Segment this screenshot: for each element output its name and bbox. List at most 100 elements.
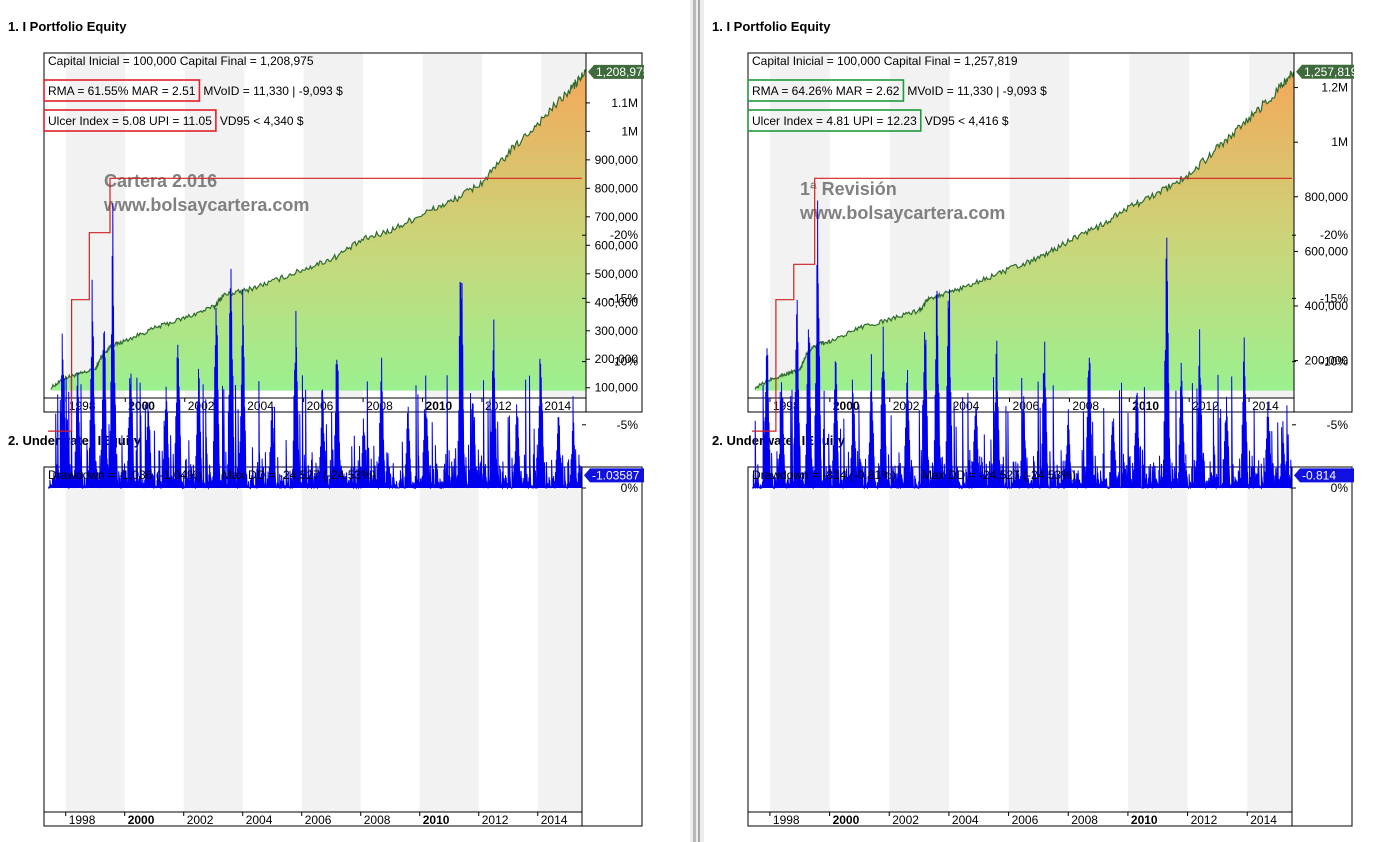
year-band xyxy=(419,468,479,812)
y-tick-label: 100,000 xyxy=(595,381,639,395)
last-drawdown-label: -0.814 xyxy=(1302,468,1336,482)
vd95-stats: VD95 < 4,416 $ xyxy=(925,114,1009,128)
watermark-url: www.bolsaycartera.com xyxy=(799,203,1005,223)
y-tick-label: -10% xyxy=(1320,355,1348,369)
year-band xyxy=(301,468,361,812)
y-tick-label: 400,000 xyxy=(595,295,639,309)
chart-pane-left: 1. I Portfolio Equity 100,000 200,000 300,… xyxy=(0,0,690,842)
last-drawdown-label: -1.03587 xyxy=(592,468,640,482)
x-tick-label: 2000 xyxy=(128,813,155,827)
x-tick-label: 2010 xyxy=(1132,399,1159,413)
y-tick-label: -5% xyxy=(617,418,639,432)
x-tick-label: 2004 xyxy=(247,399,274,413)
rma-mar-stats: RMA = 61.55% MAR = 2.51 xyxy=(48,84,196,98)
rma-mar-stats: RMA = 64.26% MAR = 2.62 xyxy=(752,84,900,98)
last-value-label: 1,257,819 xyxy=(1304,65,1358,79)
year-band xyxy=(65,54,126,398)
x-tick-label: 2012 xyxy=(1191,813,1218,827)
year-band xyxy=(1008,468,1069,812)
y-tick-label: 1.2M xyxy=(1321,81,1348,95)
x-tick-label: 2004 xyxy=(953,399,980,413)
x-tick-label: 1998 xyxy=(69,813,96,827)
capital-stats: Capital Inicial = 100,000 Capital Final … xyxy=(48,54,314,68)
y-tick-label: -5% xyxy=(1327,418,1349,432)
y-tick-label: -15% xyxy=(1320,291,1348,305)
watermark-title: Cartera 2.016 xyxy=(104,171,217,191)
year-band xyxy=(537,468,582,812)
x-tick-label: 2014 xyxy=(544,399,571,413)
x-tick-label: 2012 xyxy=(482,813,509,827)
x-tick-label: 2002 xyxy=(187,813,214,827)
x-tick-label: 2008 xyxy=(1072,399,1099,413)
capital-stats: Capital Inicial = 100,000 Capital Final … xyxy=(752,54,1018,68)
y-tick-label: -20% xyxy=(1320,228,1348,242)
equity-line xyxy=(754,70,1295,390)
year-band xyxy=(769,54,830,398)
y-tick-label: 400,000 xyxy=(1305,299,1349,313)
rma-highlight-box xyxy=(43,79,201,102)
last-drawdown-marker xyxy=(584,468,644,483)
x-tick-label: 2008 xyxy=(364,813,391,827)
y-tick-label: 900,000 xyxy=(595,153,639,167)
y-tick-label: 1M xyxy=(1331,135,1348,149)
equity-chart[interactable]: 100,000 200,000 300,000 400,000 500,000 600,0… xyxy=(0,0,690,420)
underwater-chart[interactable]: 0% -5% -10% -15% -20% 1998 2000 2002 2004 2006 200… xyxy=(704,0,1398,842)
underwater-section-title: 2. Underwater IEquity xyxy=(8,433,141,448)
drawdown-current: Drawdown = -814 (-0.81%) xyxy=(752,468,896,482)
x-tick-label: 2004 xyxy=(246,813,273,827)
x-tick-label: 1998 xyxy=(773,813,800,827)
y-tick-label: -10% xyxy=(610,355,638,369)
y-tick-label: 600,000 xyxy=(595,238,639,252)
equity-section-title: 1. I Portfolio Equity xyxy=(712,19,831,34)
last-value-marker xyxy=(1296,64,1354,79)
underwater-chart[interactable]: 0% -5% -10% -15% -20% 1998 2000 2002 2004 2006 200… xyxy=(0,0,690,842)
watermark-url: www.bolsaycartera.com xyxy=(103,195,309,215)
y-tick-label: 0% xyxy=(1331,481,1349,495)
x-tick-label: 2002 xyxy=(188,399,215,413)
x-tick-label: 2006 xyxy=(307,399,334,413)
year-band xyxy=(1247,468,1292,812)
x-tick-label: 2014 xyxy=(1250,813,1277,827)
x-tick-label: 2006 xyxy=(305,813,332,827)
y-tick-label: 600,000 xyxy=(1305,244,1349,258)
y-tick-label: 300,000 xyxy=(595,324,639,338)
max-drawdown-line xyxy=(48,177,582,432)
mvoid-stats: MVoID = 11,330 | -9,093 $ xyxy=(203,84,343,98)
pane-splitter[interactable] xyxy=(690,0,704,842)
drawdown-max: Max DD = -24,527 (-24.53%) xyxy=(922,468,1076,482)
x-tick-label: 2010 xyxy=(1131,813,1158,827)
ulcer-highlight-box xyxy=(747,109,922,132)
drawdown-max: Max DD = -24,527 (-24.53%) xyxy=(222,468,376,482)
y-tick-label: 200,000 xyxy=(1305,354,1349,368)
x-tick-label: 2004 xyxy=(952,813,979,827)
x-tick-label: 2010 xyxy=(423,813,450,827)
drawdown-current: Drawdown = -1,036 (-1.04%) xyxy=(48,468,202,482)
equity-area xyxy=(754,70,1294,391)
x-tick-label: 2012 xyxy=(485,399,512,413)
y-tick-label: 800,000 xyxy=(1305,190,1349,204)
ulcer-highlight-box xyxy=(43,109,217,132)
x-tick-label: 2008 xyxy=(366,399,393,413)
x-tick-label: 2014 xyxy=(1252,399,1279,413)
max-drawdown-line xyxy=(752,177,1292,432)
underwater-section-title: 2. Underwater IEquity xyxy=(712,433,845,448)
underwater-line xyxy=(48,203,583,490)
watermark-title: 1ª Revisión xyxy=(800,179,897,199)
vd95-stats: VD95 < 4,340 $ xyxy=(220,114,304,128)
x-tick-label: 1998 xyxy=(69,399,96,413)
ulcer-stats: Ulcer Index = 4.81 UPI = 12.23 xyxy=(752,114,917,128)
y-tick-label: 500,000 xyxy=(595,267,639,281)
year-band xyxy=(769,468,830,812)
y-tick-label: 1.1M xyxy=(611,96,638,110)
x-tick-label: 2000 xyxy=(128,399,155,413)
mvoid-stats: MVoID = 11,330 | -9,093 $ xyxy=(907,84,1047,98)
x-tick-label: 2006 xyxy=(1013,399,1040,413)
equity-section-title: 1. I Portfolio Equity xyxy=(8,19,127,34)
underwater-line xyxy=(752,200,1293,490)
x-tick-label: 2014 xyxy=(541,813,568,827)
x-tick-label: 2006 xyxy=(1012,813,1039,827)
y-tick-label: 700,000 xyxy=(595,210,639,224)
y-tick-label: 200,000 xyxy=(595,352,639,366)
x-tick-label: 2008 xyxy=(1071,813,1098,827)
